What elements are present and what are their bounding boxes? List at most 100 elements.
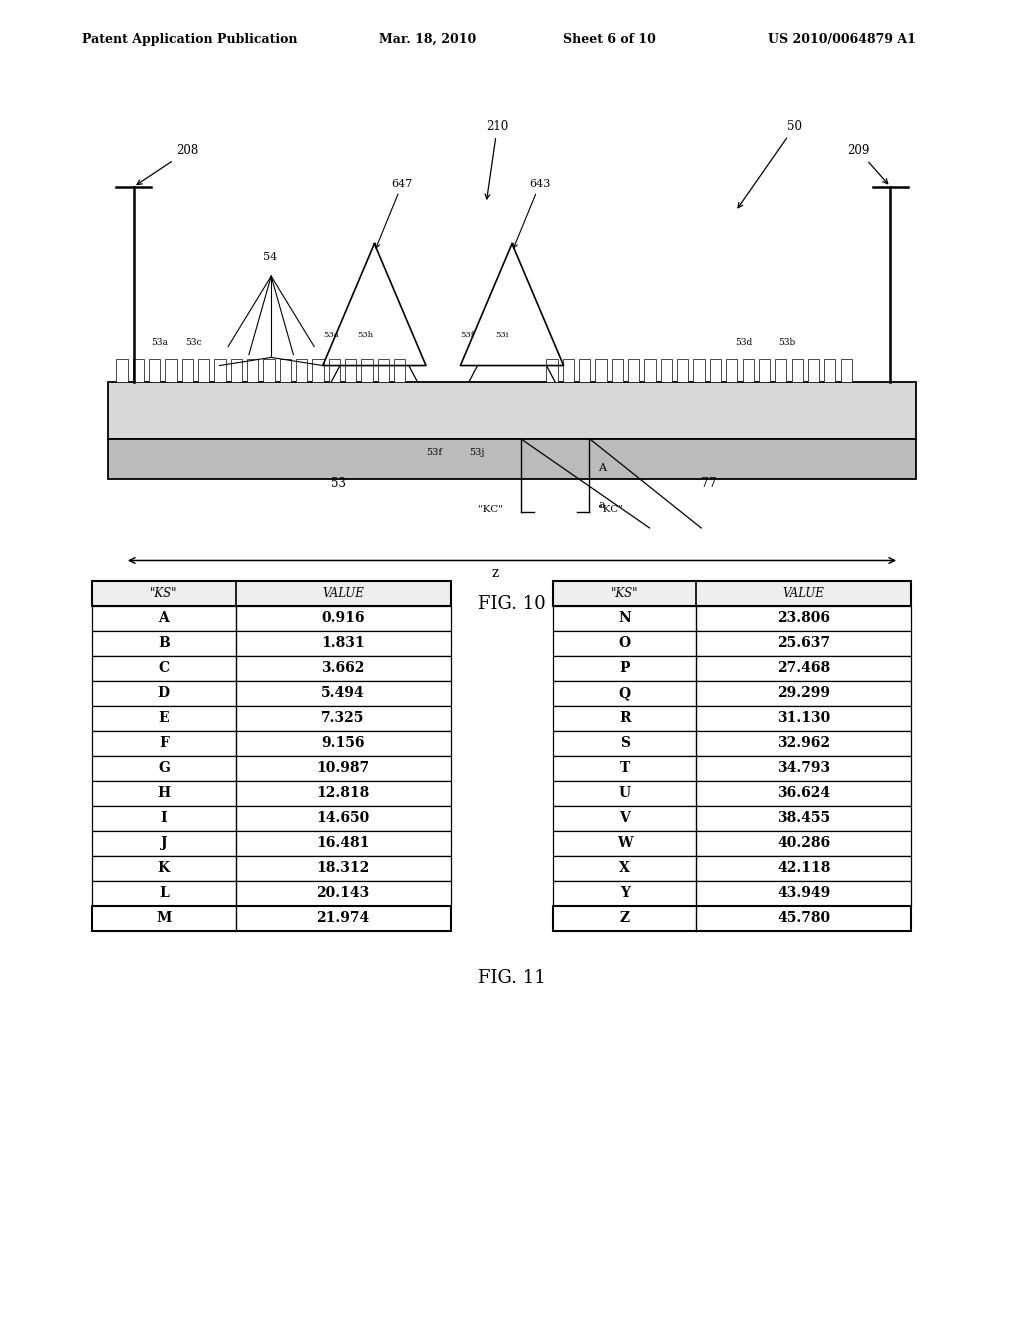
Text: 34.793: 34.793 [777,762,830,775]
Bar [808,359,819,381]
Text: Sheet 6 of 10: Sheet 6 of 10 [563,33,656,46]
Text: 18.312: 18.312 [316,861,370,875]
Bar [92,581,451,606]
Text: X: X [620,861,630,875]
Bar [710,359,721,381]
Text: 38.455: 38.455 [777,812,830,825]
Text: T: T [620,762,630,775]
Bar [117,359,128,381]
Bar [329,359,340,381]
Text: 643: 643 [513,178,551,248]
Bar [108,438,916,479]
Text: M: M [156,911,172,925]
Text: "KS": "KS" [611,587,638,599]
Text: A: A [159,611,169,626]
Bar [580,359,590,381]
Bar [263,359,274,381]
Bar [726,359,737,381]
Text: U: U [618,787,631,800]
Text: B: B [158,636,170,651]
Bar [345,359,356,381]
Text: 20.143: 20.143 [316,886,370,900]
Text: 53: 53 [332,478,346,491]
Text: G: G [158,762,170,775]
Bar [133,359,143,381]
Text: 54: 54 [262,252,276,261]
Text: Y: Y [620,886,630,900]
Text: K: K [158,861,170,875]
Bar [553,755,911,780]
Bar [693,359,705,381]
Text: F: F [159,737,169,750]
Bar [841,359,852,381]
Text: 53b: 53b [778,338,796,347]
Bar [553,706,911,731]
Bar [312,359,324,381]
Bar [247,359,258,381]
Text: 53f: 53f [426,447,442,457]
Bar [742,359,754,381]
Bar [150,359,160,381]
Text: 53f: 53f [461,331,474,339]
Text: 21.974: 21.974 [316,911,370,925]
Text: US 2010/0064879 A1: US 2010/0064879 A1 [768,33,915,46]
Text: 43.949: 43.949 [777,886,830,900]
Text: Q: Q [618,686,631,700]
Text: 50: 50 [738,120,802,207]
Text: "KC": "KC" [598,504,623,513]
Text: VALUE: VALUE [783,587,824,599]
Text: z: z [492,566,499,579]
Bar [280,359,291,381]
Text: "KC": "KC" [477,504,503,513]
Bar [92,606,451,631]
Bar [230,359,242,381]
Bar [628,359,639,381]
Bar [563,359,573,381]
Bar [198,359,209,381]
Bar [677,359,688,381]
Text: FIG. 11: FIG. 11 [478,969,546,987]
Text: 45.780: 45.780 [777,911,830,925]
Text: 53d: 53d [735,338,753,347]
Bar [92,780,451,805]
Text: 53c: 53c [185,338,202,347]
Bar [92,805,451,830]
Text: Z: Z [620,911,630,925]
Text: L: L [159,886,169,900]
Bar [660,359,672,381]
Text: 53h: 53h [357,331,374,339]
Bar [553,581,911,606]
Bar [553,681,911,706]
Bar [296,359,307,381]
Bar [595,359,606,381]
Bar [92,656,451,681]
Bar [181,359,193,381]
Text: 77: 77 [701,478,717,491]
Text: D: D [158,686,170,700]
Text: 0.916: 0.916 [322,611,365,626]
Bar [824,359,836,381]
Bar [92,855,451,880]
Bar [553,906,911,931]
Text: V: V [620,812,630,825]
Text: Mar. 18, 2010: Mar. 18, 2010 [379,33,476,46]
Bar [92,681,451,706]
Text: O: O [618,636,631,651]
Text: 53a: 53a [323,331,338,339]
Text: 53j: 53j [469,447,484,457]
Bar [92,830,451,855]
Bar [792,359,803,381]
Text: 31.130: 31.130 [777,711,830,725]
Bar [553,880,911,906]
Text: 40.286: 40.286 [777,836,830,850]
Text: I: I [161,812,167,825]
Text: S: S [620,737,630,750]
Bar [394,359,406,381]
Text: A: A [598,463,606,473]
Text: 3.662: 3.662 [322,661,365,676]
Bar [92,880,451,906]
Bar [92,906,451,931]
Text: 647: 647 [376,178,413,248]
Bar [553,830,911,855]
Text: C: C [159,661,169,676]
